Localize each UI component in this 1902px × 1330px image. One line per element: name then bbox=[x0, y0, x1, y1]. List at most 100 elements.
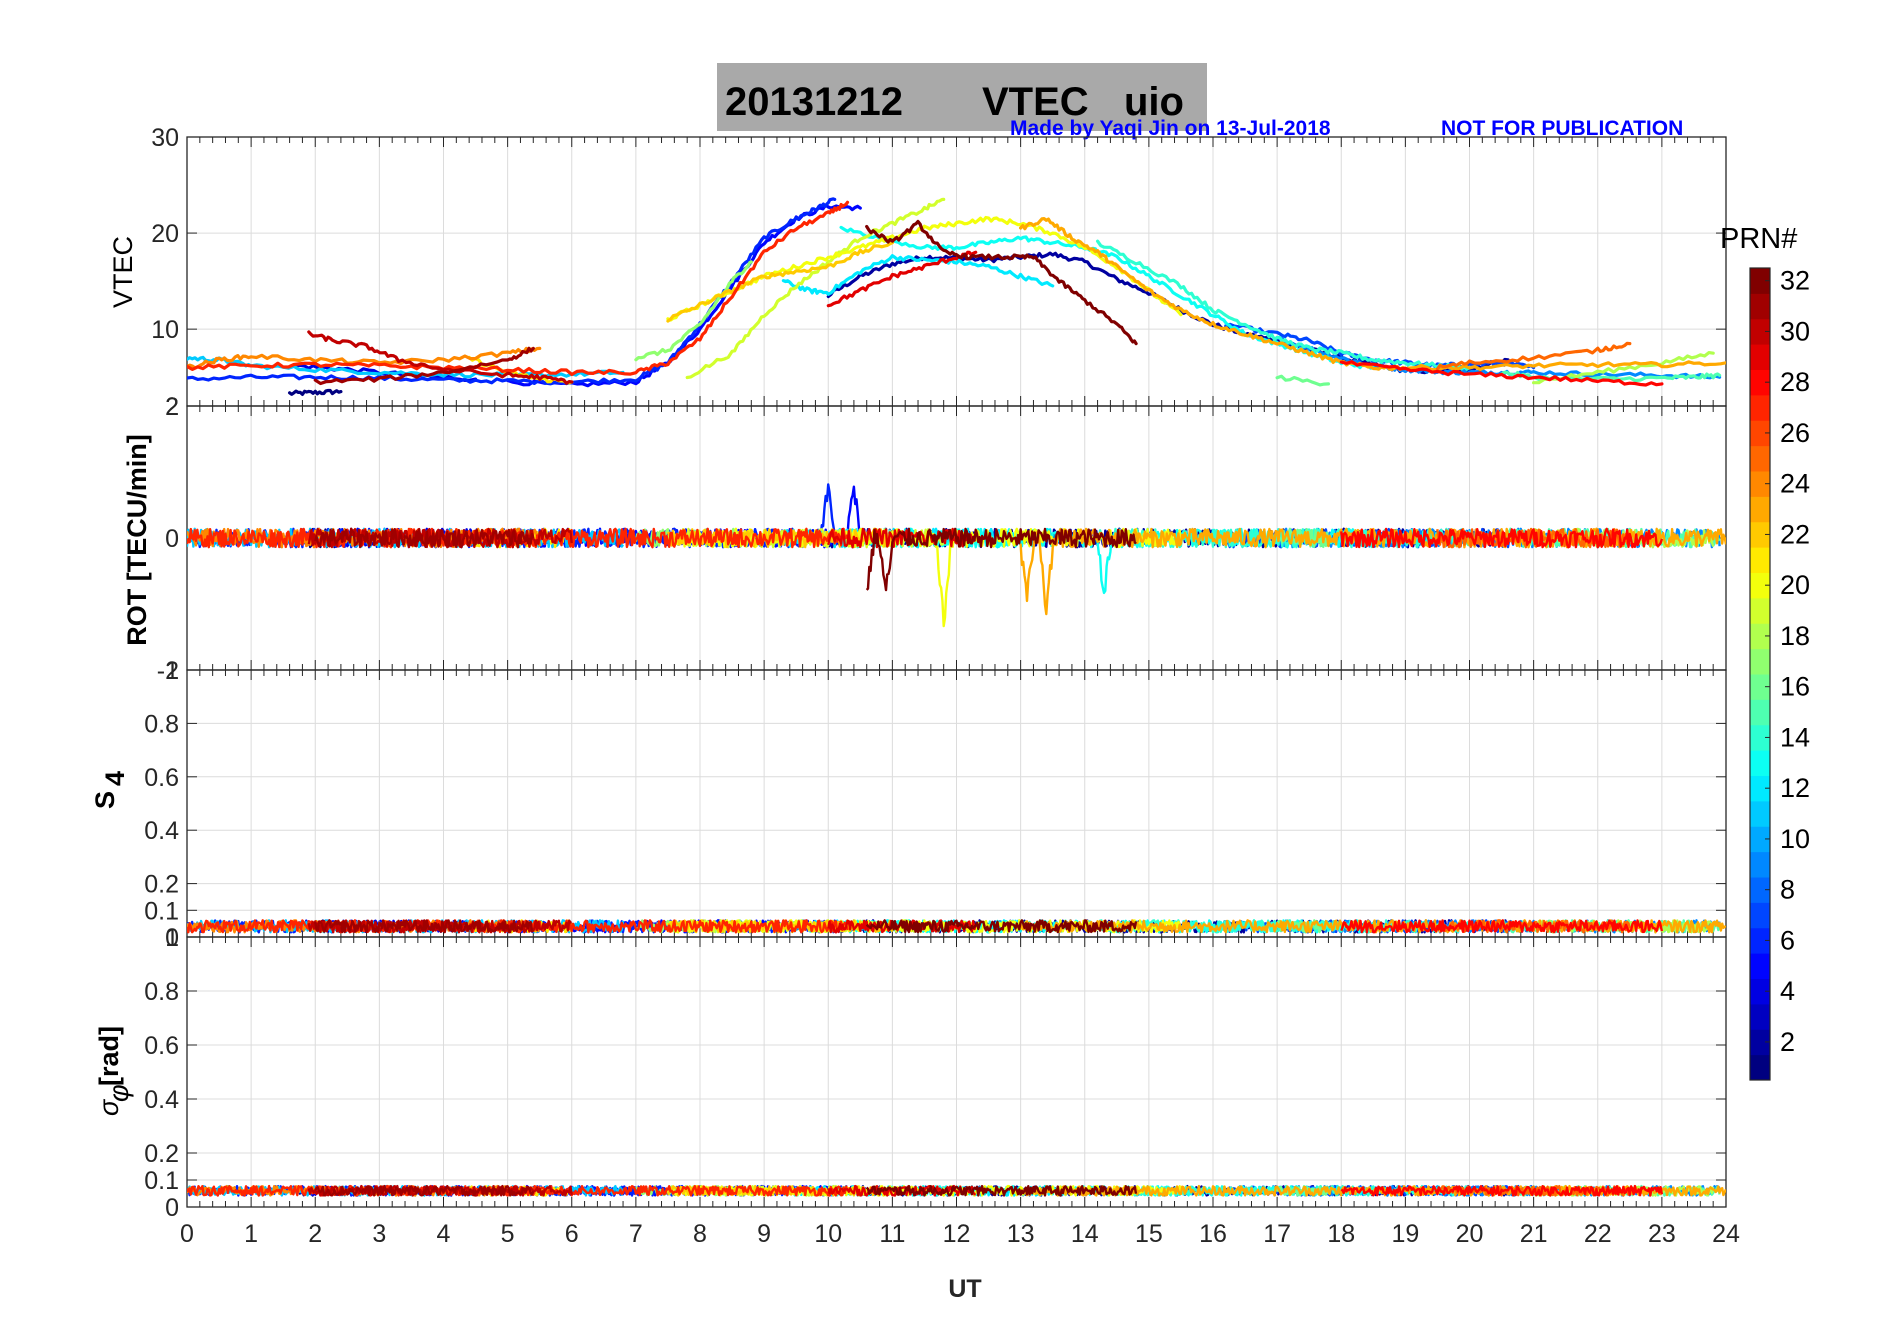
x-tick-label: 1 bbox=[244, 1220, 258, 1248]
trace-prn-32 bbox=[865, 527, 1137, 592]
colorbar-tick-label: 6 bbox=[1780, 925, 1795, 955]
colorbar-segment-32 bbox=[1750, 268, 1770, 294]
trace-prn-27 bbox=[187, 1184, 848, 1197]
x-tick-label: 0 bbox=[180, 1220, 194, 1248]
x-tick-label: 13 bbox=[1007, 1220, 1035, 1248]
colorbar-segment-27 bbox=[1750, 394, 1770, 421]
sigma-ylabel-unit: [rad] bbox=[94, 1026, 124, 1086]
colorbar-segment-18 bbox=[1750, 623, 1770, 650]
notice-text: NOT FOR PUBLICATION bbox=[1441, 117, 1683, 140]
title-date: 20131212 bbox=[725, 80, 903, 124]
y-tick-label: 20 bbox=[151, 220, 179, 248]
y-tick-label: 0.1 bbox=[144, 897, 179, 925]
y-tick-label: 0.8 bbox=[144, 978, 179, 1006]
colorbar-label: PRN# bbox=[1720, 223, 1797, 255]
vtec-series-prn-25 bbox=[1435, 341, 1632, 371]
vtec-series-prn-1 bbox=[288, 388, 343, 396]
x-tick-label: 4 bbox=[437, 1220, 451, 1248]
y-tick-label: 0 bbox=[165, 924, 179, 952]
colorbar-tick-label: 24 bbox=[1780, 469, 1810, 499]
x-tick-label: 20 bbox=[1456, 1220, 1484, 1248]
x-tick-label: 5 bbox=[501, 1220, 515, 1248]
colorbar-tick-label: 26 bbox=[1780, 418, 1810, 448]
y-tick-label: 0.8 bbox=[144, 710, 179, 738]
panel-sigma-phi: 00.10.20.40.60.810 1 2 3 4 5 6 7 8 9 10 11 12 13 14 15 1… bbox=[144, 924, 1740, 1248]
colorbar-tick-label: 12 bbox=[1780, 773, 1810, 803]
vtec-series-prn-28 bbox=[1339, 360, 1664, 387]
colorbar-tick-label: 18 bbox=[1780, 621, 1810, 651]
vtec-series-prn-30 bbox=[307, 330, 574, 385]
colorbar-segment-15 bbox=[1750, 699, 1770, 726]
colorbar-segment-13 bbox=[1750, 750, 1770, 776]
y-tick-label: 0.1 bbox=[144, 1167, 179, 1195]
trace-prn-31 bbox=[314, 919, 535, 934]
x-tick-label: 23 bbox=[1648, 1220, 1676, 1248]
x-tick-label: 18 bbox=[1327, 1220, 1355, 1248]
x-tick-label: 16 bbox=[1199, 1220, 1227, 1248]
title-label: VTEC bbox=[982, 80, 1089, 124]
s4-ylabel-group: S 4 bbox=[90, 771, 130, 809]
trace-prn-32 bbox=[865, 1184, 1138, 1197]
y-tick-label: 0.2 bbox=[144, 1140, 179, 1168]
colorbar-segment-12 bbox=[1750, 775, 1770, 802]
x-tick-label: 9 bbox=[757, 1220, 771, 1248]
y-tick-label: 1 bbox=[165, 657, 179, 685]
colorbar-tick-label: 14 bbox=[1780, 722, 1810, 752]
y-tick-label: -2 bbox=[157, 657, 179, 685]
colorbar-segment-7 bbox=[1750, 902, 1770, 929]
plot-area bbox=[187, 919, 1726, 934]
x-tick-label: 11 bbox=[879, 1220, 905, 1248]
y-tick-label: 0 bbox=[165, 1194, 179, 1222]
vtec-series-prn-14 bbox=[1096, 239, 1472, 371]
y-tick-label: 10 bbox=[151, 316, 179, 344]
colorbar-segment-20 bbox=[1750, 572, 1770, 599]
colorbar-tick-label: 28 bbox=[1780, 367, 1810, 397]
colorbar-segment-31 bbox=[1750, 293, 1770, 320]
x-tick-label: 12 bbox=[943, 1220, 971, 1248]
x-tick-label: 8 bbox=[693, 1220, 707, 1248]
colorbar-tick-label: 16 bbox=[1780, 672, 1810, 702]
x-tick-label: 10 bbox=[814, 1220, 842, 1248]
vtec-series-prn-5 bbox=[506, 203, 862, 388]
colorbar-segment-16 bbox=[1750, 674, 1770, 700]
s4-ylabel: S bbox=[90, 791, 120, 809]
colorbar-segment-3 bbox=[1750, 1003, 1770, 1030]
sigma-ylabel-group: σ φ [rad] bbox=[94, 1026, 134, 1116]
vtec-series-prn-22 bbox=[666, 241, 894, 323]
credit-text: Made by Yaqi Jin on 13-Jul-2018 bbox=[1010, 117, 1331, 140]
colorbar-segment-23 bbox=[1750, 496, 1770, 523]
colorbar-tick-label: 10 bbox=[1780, 824, 1810, 854]
colorbar-tick-label: 30 bbox=[1780, 316, 1810, 346]
colorbar-tick-label: 22 bbox=[1780, 519, 1810, 549]
y-tick-label: 0.6 bbox=[144, 1032, 179, 1060]
x-tick-label: 21 bbox=[1520, 1220, 1548, 1248]
trace-prn-28 bbox=[1340, 1184, 1664, 1197]
colorbar-tick-label: 32 bbox=[1780, 266, 1810, 296]
colorbar-segment-14 bbox=[1750, 724, 1770, 751]
vtec-series-prn-27 bbox=[187, 200, 850, 377]
title-box bbox=[717, 63, 1207, 131]
plot-area bbox=[187, 197, 1726, 396]
colorbar-segment-8 bbox=[1750, 877, 1770, 903]
x-tick-label: 15 bbox=[1135, 1220, 1163, 1248]
y-tick-label: 0.2 bbox=[144, 871, 179, 899]
title-station: uio bbox=[1124, 80, 1184, 124]
colorbar-segment-9 bbox=[1750, 851, 1770, 878]
trace-prn-31 bbox=[314, 1184, 535, 1197]
sigma-ylabel-main: σ bbox=[94, 1098, 124, 1116]
panel-s4: 00.10.2 0.4 0.6 0.8 1 bbox=[144, 657, 1727, 952]
vtec-series-prn-16 bbox=[1275, 374, 1330, 387]
y-tick-label: 0 bbox=[165, 525, 179, 553]
vtec-series-prn-15 bbox=[1500, 370, 1722, 383]
x-tick-label: 14 bbox=[1071, 1220, 1099, 1248]
colorbar-segment-6 bbox=[1750, 927, 1770, 954]
y-tick-label: 0.6 bbox=[144, 764, 179, 792]
colorbar-tick-label: 8 bbox=[1780, 875, 1795, 905]
x-tick-label: 22 bbox=[1584, 1220, 1612, 1248]
trace-prn-32 bbox=[865, 919, 1138, 934]
colorbar-segment-22 bbox=[1750, 521, 1770, 548]
colorbar-tick-label: 4 bbox=[1780, 976, 1795, 1006]
x-tick-label: 17 bbox=[1263, 1220, 1291, 1248]
y-tick-label: 30 bbox=[151, 124, 179, 152]
